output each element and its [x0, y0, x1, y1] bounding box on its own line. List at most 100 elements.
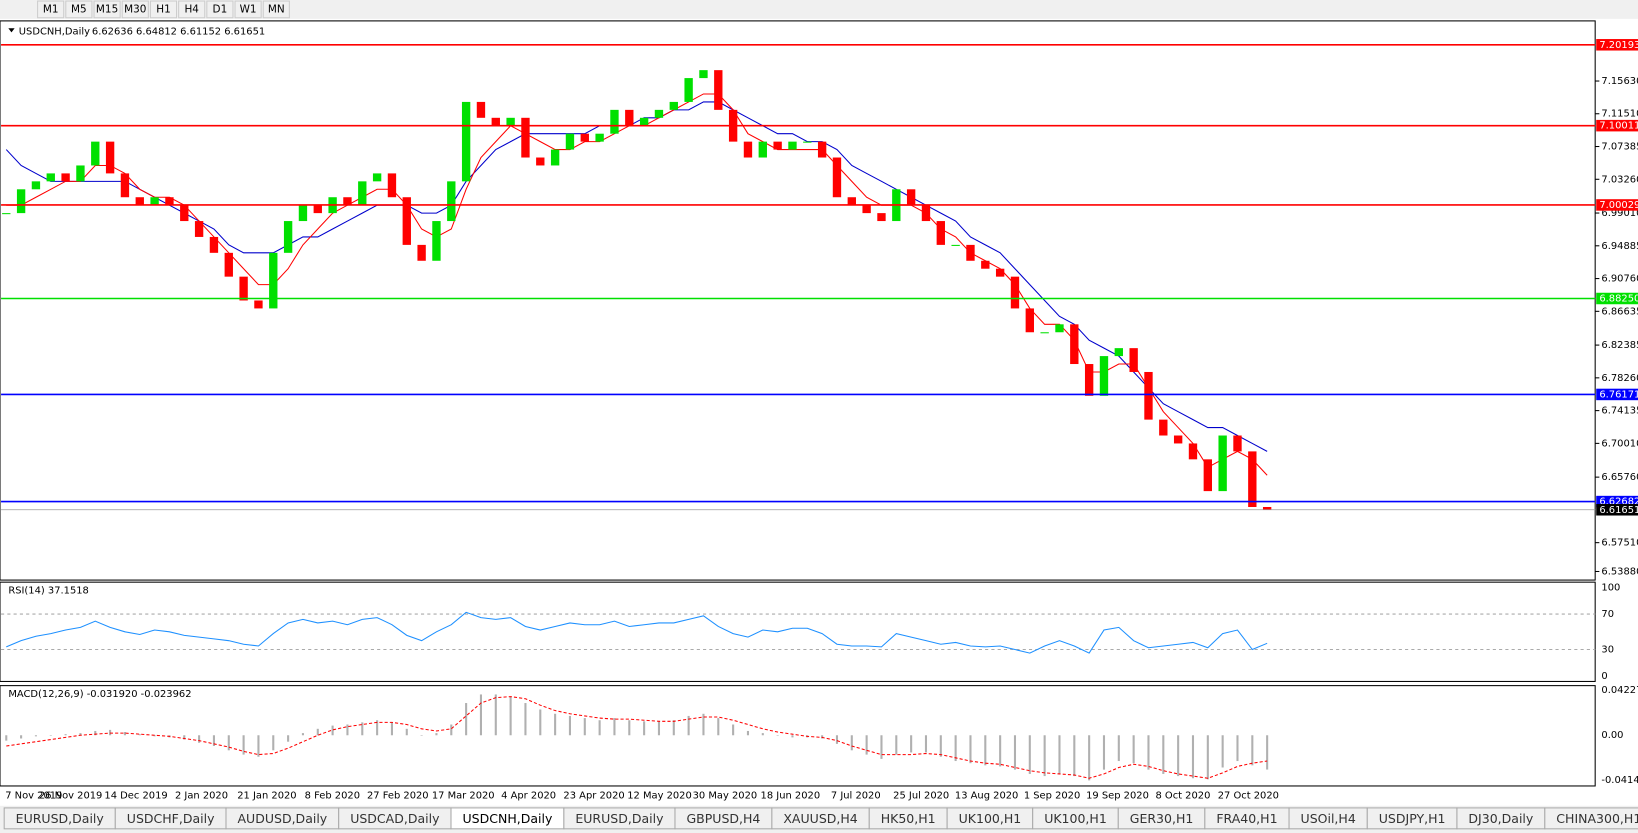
- macd-bar: [376, 720, 379, 736]
- candle: [743, 141, 753, 158]
- macd-bar: [1236, 735, 1239, 762]
- x-tick-label: 27 Feb 2020: [367, 790, 429, 801]
- macd-bar: [109, 729, 112, 736]
- candle: [1188, 443, 1198, 460]
- candle: [194, 221, 204, 237]
- x-tick-label: 8 Feb 2020: [305, 790, 360, 801]
- timeframe-button[interactable]: W1: [234, 0, 262, 19]
- macd-bar: [212, 735, 215, 747]
- button-label: M5: [71, 3, 87, 15]
- macd-bar: [598, 720, 601, 736]
- candle: [536, 157, 545, 166]
- macd-bar: [34, 735, 37, 737]
- candle: [610, 109, 619, 134]
- timeframe-button[interactable]: D1: [206, 0, 234, 19]
- symbol-tab[interactable]: GER30,H1: [1117, 807, 1206, 830]
- candle: [595, 133, 604, 142]
- tab-label: USDJPY,H1: [1379, 811, 1446, 826]
- timeframe-button[interactable]: H4: [178, 0, 206, 19]
- candle: [877, 213, 886, 222]
- candle: [31, 181, 41, 190]
- candle: [1144, 371, 1153, 420]
- macd-bar: [1206, 735, 1209, 780]
- candle: [788, 141, 797, 150]
- macd-bar: [450, 724, 453, 736]
- button-frame: [206, 0, 234, 19]
- symbol-tab[interactable]: USOil,H4: [1288, 807, 1368, 830]
- macd-bar: [984, 735, 987, 766]
- y-tick-label: 6.90760: [1601, 274, 1638, 285]
- macd-bar: [1058, 735, 1061, 774]
- button-frame: [178, 0, 206, 19]
- symbol-tab[interactable]: HK50,H1: [868, 807, 948, 830]
- candle: [476, 101, 486, 118]
- candle: [1040, 332, 1049, 334]
- symbol-tab[interactable]: DJ30,Daily: [1456, 807, 1546, 830]
- timeframe-button[interactable]: MN: [262, 0, 290, 19]
- macd-bar: [821, 735, 824, 739]
- candle: [61, 173, 70, 182]
- timeframe-button[interactable]: M1: [37, 0, 65, 19]
- timeframe-button[interactable]: M30: [121, 0, 149, 19]
- macd-bar: [346, 724, 349, 736]
- candle: [1159, 419, 1168, 436]
- macd-bar: [999, 735, 1002, 767]
- y-tick-label: 6.57510: [1601, 538, 1638, 549]
- macd-tick-label: 0.042275: [1601, 685, 1638, 696]
- candle: [565, 133, 575, 150]
- macd-bar: [79, 733, 82, 736]
- tab-label: FRA40,H1: [1216, 811, 1277, 826]
- symbol-tab[interactable]: UK100,H1: [946, 807, 1034, 830]
- symbol-tab[interactable]: GBPUSD,H4: [674, 807, 773, 830]
- macd-bar: [1028, 735, 1031, 774]
- level-tag: [1596, 292, 1638, 305]
- candle: [254, 300, 263, 309]
- symbol-tab[interactable]: AUDUSD,Daily: [225, 807, 340, 830]
- candle: [684, 78, 693, 102]
- symbol-tab[interactable]: USDCNH,Daily: [450, 807, 565, 830]
- y-tick-label: 7.11510: [1601, 109, 1638, 120]
- macd-panel: [0, 685, 1596, 787]
- symbol-tab[interactable]: USDCAD,Daily: [338, 807, 452, 830]
- macd-bar: [1177, 735, 1180, 777]
- symbol-tab[interactable]: EURUSD,Daily: [3, 807, 116, 830]
- macd-bar: [1266, 735, 1269, 770]
- macd-bar: [791, 735, 794, 738]
- symbol-tab[interactable]: UK100,H1: [1032, 807, 1119, 830]
- symbol-tab[interactable]: USDJPY,H1: [1366, 807, 1458, 830]
- rsi-header: RSI(14) 37.1518: [8, 586, 89, 597]
- macd-bar: [969, 735, 972, 764]
- symbol-tab[interactable]: EURUSD,Daily: [563, 807, 676, 830]
- x-tick-label: 25 Jul 2020: [893, 790, 949, 801]
- x-tick-label: 1 Sep 2020: [1024, 790, 1080, 801]
- x-tick-label: 27 Oct 2020: [1218, 790, 1279, 801]
- timeframe-button[interactable]: M15: [93, 0, 121, 19]
- tab-label: XAUUSD,H4: [783, 811, 857, 826]
- button-frame: [262, 0, 290, 19]
- tab-label: UK100,H1: [1044, 811, 1107, 826]
- timeframe-button[interactable]: H1: [149, 0, 178, 19]
- level-label: 6.76171: [1599, 389, 1638, 400]
- symbol-tab[interactable]: USDCHF,Daily: [114, 807, 227, 830]
- candle: [298, 205, 308, 222]
- y-tick-label: 7.15630: [1601, 76, 1638, 87]
- candle: [639, 117, 649, 126]
- candle: [521, 117, 530, 158]
- candle: [1055, 324, 1064, 333]
- macd-bar: [643, 721, 646, 736]
- macd-bar: [702, 713, 705, 736]
- x-tick-label: 17 Mar 2020: [432, 790, 495, 801]
- symbol-tab[interactable]: FRA40,H1: [1204, 807, 1290, 830]
- y-tick-label: 7.07385: [1601, 142, 1638, 153]
- macd-bar: [287, 735, 290, 742]
- symbol-tab[interactable]: CHINA300,H1: [1544, 807, 1638, 830]
- y-tick-label: 6.70010: [1601, 438, 1638, 449]
- tab-label: USOil,H4: [1301, 811, 1356, 826]
- y-tick-label: 6.86635: [1601, 306, 1638, 317]
- timeframe-button[interactable]: M5: [65, 0, 93, 19]
- symbol-tab[interactable]: XAUUSD,H4: [771, 807, 870, 830]
- y-tick-label: 6.94885: [1601, 241, 1638, 252]
- macd-bar: [657, 721, 661, 736]
- level-tag: [1596, 199, 1638, 211]
- level-label: 6.62682: [1599, 497, 1638, 508]
